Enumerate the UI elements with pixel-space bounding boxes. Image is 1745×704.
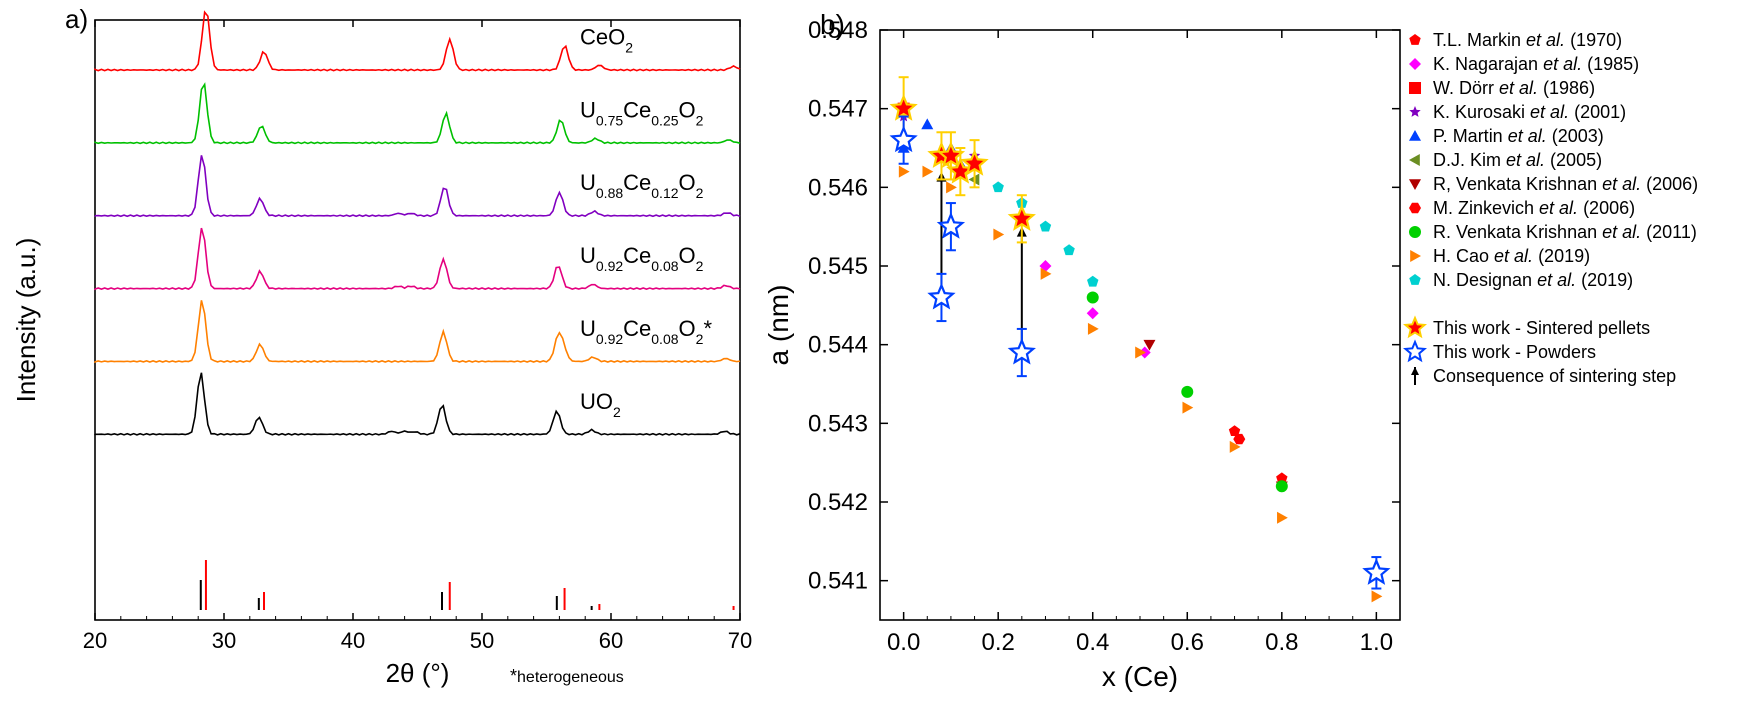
xtick: 20	[83, 628, 107, 653]
legend-label: D.J. Kim et al. (2005)	[1433, 150, 1602, 170]
xtick: 50	[470, 628, 494, 653]
ytick: 0.542	[808, 489, 868, 516]
panel-b: 0.0 0.2 0.4 0.6 0.8 1.0 0.541 0.542 0.543 0.544 0.…	[760, 0, 1745, 704]
marker-diamond	[1409, 58, 1421, 70]
xlabel: x (Ce)	[1102, 661, 1178, 692]
legend-label: P. Martin et al. (2003)	[1433, 126, 1604, 146]
legend-label: Consequence of sintering step	[1433, 366, 1676, 386]
footnote: *heterogeneous	[510, 666, 624, 686]
ylabel: Intensity (a.u.)	[11, 238, 41, 403]
legend-label: N. Designan et al. (2019)	[1433, 270, 1633, 290]
marker-triR	[1410, 250, 1421, 262]
panel-b-label: b)	[820, 9, 845, 40]
xlabel: 2θ (°)	[386, 658, 450, 688]
panel-a-label: a)	[65, 4, 88, 34]
xtick: 1.0	[1360, 629, 1393, 656]
ytick: 0.546	[808, 174, 868, 201]
marker-star	[1409, 106, 1420, 117]
xtick: 0.0	[887, 629, 920, 656]
marker-pentagon	[1409, 274, 1420, 285]
ytick: 0.543	[808, 410, 868, 437]
legend-label: R. Venkata Krishnan et al. (2011)	[1433, 222, 1697, 242]
marker-circle	[1276, 480, 1288, 492]
marker-circle	[1181, 386, 1193, 398]
marker-hex	[1409, 203, 1421, 213]
ytick: 0.545	[808, 253, 868, 280]
xtick: 70	[728, 628, 752, 653]
xtick: 40	[341, 628, 365, 653]
legend-label: K. Nagarajan et al. (1985)	[1433, 54, 1639, 74]
marker-bigstar	[1405, 342, 1424, 360]
xtick: 0.4	[1076, 629, 1109, 656]
legend-label: T.L. Markin et al. (1970)	[1433, 30, 1622, 50]
xtick: 0.2	[981, 629, 1014, 656]
xrd-plot: 20 30 40 50 60 70 2θ (°) Intensity (a.u.) a) *het…	[0, 0, 760, 704]
legend-label: K. Kurosaki et al. (2001)	[1433, 102, 1626, 122]
xtick: 0.8	[1265, 629, 1298, 656]
ytick: 0.541	[808, 568, 868, 595]
legend-label: H. Cao et al. (2019)	[1433, 246, 1590, 266]
ylabel: a (nm)	[763, 285, 794, 366]
legend-label: This work - Sintered pellets	[1433, 318, 1650, 338]
marker-square	[1409, 82, 1421, 94]
xtick: 0.6	[1171, 629, 1204, 656]
legend-label: M. Zinkevich et al. (2006)	[1433, 198, 1635, 218]
ytick: 0.544	[808, 332, 868, 359]
marker-arrow	[1411, 367, 1419, 385]
marker-triL	[1409, 154, 1420, 166]
xtick: 60	[599, 628, 623, 653]
legend-label: W. Dörr et al. (1986)	[1433, 78, 1595, 98]
xtick: 30	[212, 628, 236, 653]
marker-pentagon	[1409, 34, 1420, 45]
panel-a: 20 30 40 50 60 70 2θ (°) Intensity (a.u.) a) *het…	[0, 0, 760, 704]
legend-label: This work - Powders	[1433, 342, 1596, 362]
marker-triD	[1409, 179, 1421, 190]
marker-bigstar	[1405, 318, 1424, 336]
lattice-plot: 0.0 0.2 0.4 0.6 0.8 1.0 0.541 0.542 0.543 0.544 0.…	[760, 0, 1745, 704]
legend-label: R, Venkata Krishnan et al. (2006)	[1433, 174, 1698, 194]
ytick: 0.547	[808, 96, 868, 123]
marker-triU	[1409, 130, 1421, 141]
marker-circle	[1409, 226, 1421, 238]
marker-circle	[1087, 291, 1099, 303]
